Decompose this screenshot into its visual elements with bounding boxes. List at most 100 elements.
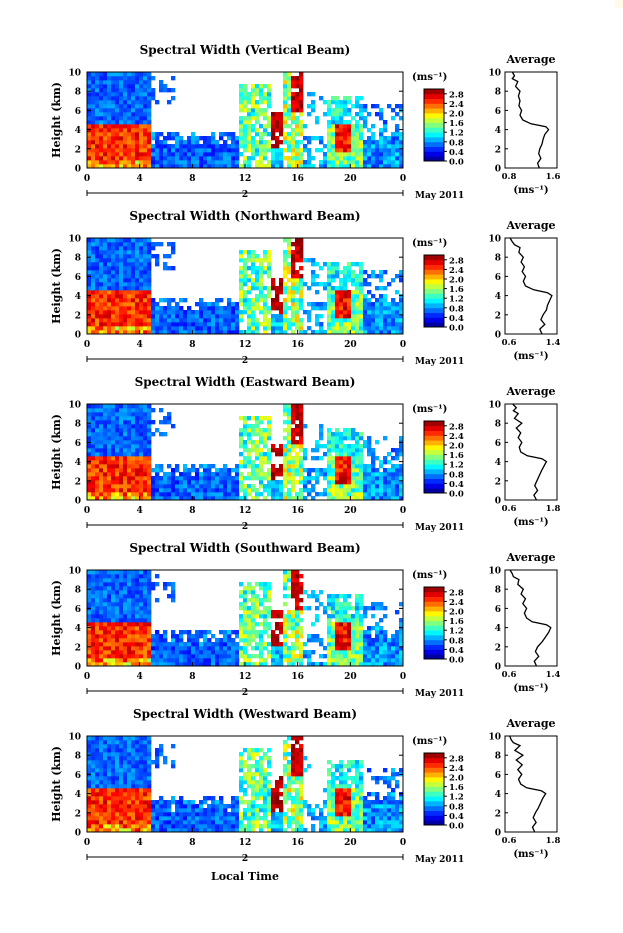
heatmap-cell xyxy=(359,452,363,456)
heatmap-cell xyxy=(107,132,111,136)
heatmap-cell xyxy=(395,112,399,116)
heatmap-cell xyxy=(287,144,291,148)
heatmap-cell xyxy=(279,468,283,472)
heatmap-cell xyxy=(291,250,295,254)
heatmap-cell xyxy=(359,132,363,136)
heatmap-cell xyxy=(95,148,99,152)
heatmap-cell xyxy=(115,152,119,156)
colorbar-tick-label: 1.2 xyxy=(449,627,464,637)
heatmap-cell xyxy=(227,480,231,484)
heatmap-cell xyxy=(315,290,319,294)
heatmap-cell xyxy=(143,72,147,76)
heatmap-cell xyxy=(383,270,387,274)
heatmap-cell xyxy=(95,606,99,610)
heatmap-cell xyxy=(155,318,159,322)
heatmap-cell xyxy=(139,598,143,602)
heatmap-cell xyxy=(367,112,371,116)
heatmap-cell xyxy=(147,614,151,618)
heatmap-cell xyxy=(115,116,119,120)
heatmap-cell xyxy=(279,654,283,658)
heatmap-cell xyxy=(187,630,191,634)
heatmap-cell xyxy=(163,586,167,590)
day-label: 2 xyxy=(242,356,248,366)
heatmap-cell xyxy=(143,658,147,662)
heatmap-cell xyxy=(123,290,127,294)
heatmap-cell xyxy=(291,278,295,282)
heatmap-cell xyxy=(255,432,259,436)
heatmap-cell xyxy=(387,156,391,160)
heatmap-cell xyxy=(327,650,331,654)
heatmap-cell xyxy=(295,626,299,630)
date-label: May 2011 xyxy=(415,357,464,367)
heatmap-cell xyxy=(91,314,95,318)
heatmap-cell xyxy=(207,314,211,318)
heatmap-cell xyxy=(215,318,219,322)
heatmap-cell xyxy=(139,574,143,578)
heatmap-cell xyxy=(395,646,399,650)
heatmap-cell xyxy=(255,322,259,326)
heatmap-cell xyxy=(147,480,151,484)
heatmap-cell xyxy=(299,104,303,108)
heatmap-cell xyxy=(319,314,323,318)
heatmap-cell xyxy=(295,108,299,112)
heatmap-cell xyxy=(343,278,347,282)
heatmap-cell xyxy=(267,642,271,646)
heatmap-cell xyxy=(91,408,95,412)
heatmap-cell xyxy=(343,140,347,144)
heatmap-cell xyxy=(395,326,399,330)
heatmap-cell xyxy=(347,314,351,318)
heatmap-cell xyxy=(135,282,139,286)
heatmap-cell xyxy=(255,100,259,104)
heatmap-cell xyxy=(339,626,343,630)
heatmap-cell xyxy=(331,464,335,468)
heatmap-cell xyxy=(315,314,319,318)
heatmap-cell xyxy=(155,630,159,634)
heatmap-cell xyxy=(87,116,91,120)
heatmap-cell xyxy=(275,492,279,496)
heatmap-cell xyxy=(291,622,295,626)
heatmap-cell xyxy=(235,464,239,468)
heatmap-cell xyxy=(91,124,95,128)
heatmap-cell xyxy=(259,476,263,480)
heatmap-cell xyxy=(107,570,111,574)
heatmap-cell xyxy=(99,468,103,472)
heatmap-cell xyxy=(347,128,351,132)
heatmap-cell xyxy=(299,92,303,96)
heatmap-cell xyxy=(351,464,355,468)
heatmap-cell xyxy=(119,614,123,618)
heatmap-cell xyxy=(143,148,147,152)
heatmap-cell xyxy=(123,270,127,274)
heatmap-cell xyxy=(279,148,283,152)
average-profile-line xyxy=(510,238,552,334)
average-y-tick-label: 0 xyxy=(495,497,501,507)
heatmap-cell xyxy=(323,160,327,164)
heatmap-cell xyxy=(383,436,387,440)
heatmap-cell xyxy=(315,262,319,266)
colorbar-band xyxy=(424,621,444,626)
heatmap-cell xyxy=(299,282,303,286)
heatmap-cell xyxy=(135,492,139,496)
heatmap-cell xyxy=(179,136,183,140)
heatmap-cell xyxy=(183,468,187,472)
heatmap-cell xyxy=(103,658,107,662)
heatmap-cell xyxy=(331,658,335,662)
heatmap-cell xyxy=(287,578,291,582)
heatmap-cell xyxy=(379,140,383,144)
colorbar-band xyxy=(424,265,444,270)
heatmap-cell xyxy=(339,606,343,610)
heatmap-cell xyxy=(203,630,207,634)
heatmap-cell xyxy=(119,286,123,290)
heatmap-cell xyxy=(123,314,127,318)
heatmap-cell xyxy=(207,488,211,492)
heatmap-cell xyxy=(175,144,179,148)
heatmap-cell xyxy=(291,306,295,310)
heatmap-cell xyxy=(111,136,115,140)
heatmap-cell xyxy=(139,242,143,246)
heatmap-cell xyxy=(111,476,115,480)
heatmap-cell xyxy=(211,472,215,476)
heatmap-cell xyxy=(251,84,255,88)
heatmap-cell xyxy=(375,622,379,626)
heatmap-cell xyxy=(267,140,271,144)
heatmap-cell xyxy=(119,314,123,318)
heatmap-cell xyxy=(331,440,335,444)
